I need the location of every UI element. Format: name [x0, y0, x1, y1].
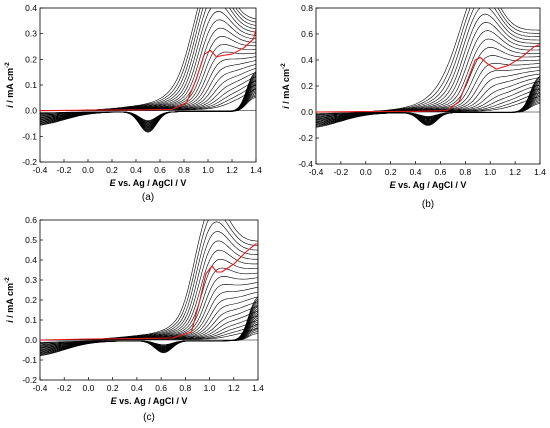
panel-caption: (b) — [422, 199, 434, 210]
x-tick-label: 0.4 — [130, 165, 142, 175]
plot-frame — [315, 7, 541, 165]
curves-group — [40, 8, 256, 133]
x-tick-label: 0.0 — [360, 167, 372, 177]
y-tick-label: 0.0 — [25, 106, 37, 116]
y-tick-label: 0.2 — [25, 295, 37, 305]
x-tick-label: -0.4 — [309, 167, 324, 177]
x-tick-label: 0.4 — [410, 167, 422, 177]
x-axis-label: E vs. Ag / AgCl / V — [111, 396, 188, 406]
x-tick-label: -0.4 — [33, 383, 48, 393]
x-tick-label: 1.2 — [228, 383, 240, 393]
y-axis-label: i / mA cm-2 — [4, 62, 15, 108]
x-tick-label: 0.2 — [106, 165, 118, 175]
x-axis-label: E vs. Ag / AgCl / V — [110, 178, 187, 188]
cycle-trace — [316, 8, 540, 128]
x-tick-label: 0.4 — [131, 383, 143, 393]
x-tick-label: 0.2 — [385, 167, 397, 177]
y-tick-label: 0.4 — [25, 3, 37, 13]
y-tick-label: -0.2 — [298, 133, 313, 143]
chart-panel-c: -0.4 -0.2 0.0 0.2 0.4 0.6 0.8 1.0 1.2 1.4-0.2-0.1… — [4, 215, 264, 423]
y-tick-label: 0.0 — [301, 107, 313, 117]
x-tick-label: 1.0 — [204, 383, 216, 393]
y-tick-label: 0.4 — [301, 55, 313, 65]
y-tick-label: 0.3 — [25, 275, 37, 285]
y-tick-label: 0.5 — [25, 235, 37, 245]
y-tick-label: 0.4 — [25, 255, 37, 265]
y-tick-label: 0.2 — [301, 81, 313, 91]
x-tick-label: 0.8 — [178, 165, 190, 175]
chart-panel-a: -0.4 -0.2 0.0 0.2 0.4 0.6 0.8 1.0 1.2 1.4-0.2-0.1… — [4, 3, 262, 203]
y-tick-label: 0.0 — [25, 335, 37, 345]
y-axis-label: i / mA cm-2 — [4, 277, 15, 323]
y-tick-label: -0.1 — [22, 131, 37, 141]
curves-group — [316, 8, 540, 128]
x-axis-label: E vs. Ag / AgCl / V — [390, 180, 467, 190]
first-cycle-trace — [40, 28, 256, 112]
x-tick-label: -0.4 — [33, 165, 48, 175]
x-tick-label: -0.2 — [57, 165, 72, 175]
x-tick-label: 1.0 — [202, 165, 214, 175]
y-tick-label: -0.1 — [22, 355, 37, 365]
x-tick-label: 1.4 — [534, 167, 546, 177]
y-tick-label: 0.6 — [25, 215, 37, 225]
x-tick-label: 0.6 — [435, 167, 447, 177]
y-tick-label: 0.2 — [25, 54, 37, 64]
cycle-trace — [40, 220, 258, 357]
y-tick-label: 0.1 — [25, 80, 37, 90]
y-axis-label: i / mA cm-2 — [280, 63, 291, 109]
x-tick-label: 0.8 — [179, 383, 191, 393]
x-tick-label: 1.4 — [252, 383, 264, 393]
x-tick-label: 0.2 — [107, 383, 119, 393]
x-tick-label: 1.4 — [250, 165, 262, 175]
x-tick-label: 1.2 — [509, 167, 521, 177]
panel-caption: (a) — [142, 192, 154, 203]
x-tick-label: 0.6 — [155, 383, 167, 393]
plot-frame — [39, 7, 257, 163]
first-cycle-trace — [40, 243, 258, 341]
x-tick-label: -0.2 — [334, 167, 349, 177]
y-tick-label: -0.2 — [22, 157, 37, 167]
panel-caption: (c) — [143, 412, 155, 423]
cycle-trace — [40, 231, 258, 355]
x-tick-label: 0.8 — [459, 167, 471, 177]
y-tick-label: 0.8 — [301, 3, 313, 13]
x-tick-label: 0.0 — [83, 383, 95, 393]
x-tick-label: -0.2 — [57, 383, 72, 393]
x-tick-label: 0.0 — [82, 165, 94, 175]
chart-panel-b: -0.4 -0.2 0.0 0.2 0.4 0.6 0.8 1.0 1.2 1.4 -0.4 -0.2… — [280, 3, 546, 210]
y-tick-label: 0.6 — [301, 29, 313, 39]
x-tick-label: 1.0 — [484, 167, 496, 177]
first-cycle-trace — [316, 43, 540, 113]
cycle-trace — [40, 8, 256, 133]
y-tick-label: 0.1 — [25, 315, 37, 325]
y-tick-label: -0.4 — [298, 159, 313, 169]
curves-group — [40, 220, 258, 357]
y-tick-label: 0.3 — [25, 29, 37, 39]
y-tick-label: -0.2 — [22, 375, 37, 385]
x-tick-label: 1.2 — [226, 165, 238, 175]
x-tick-label: 0.6 — [154, 165, 166, 175]
